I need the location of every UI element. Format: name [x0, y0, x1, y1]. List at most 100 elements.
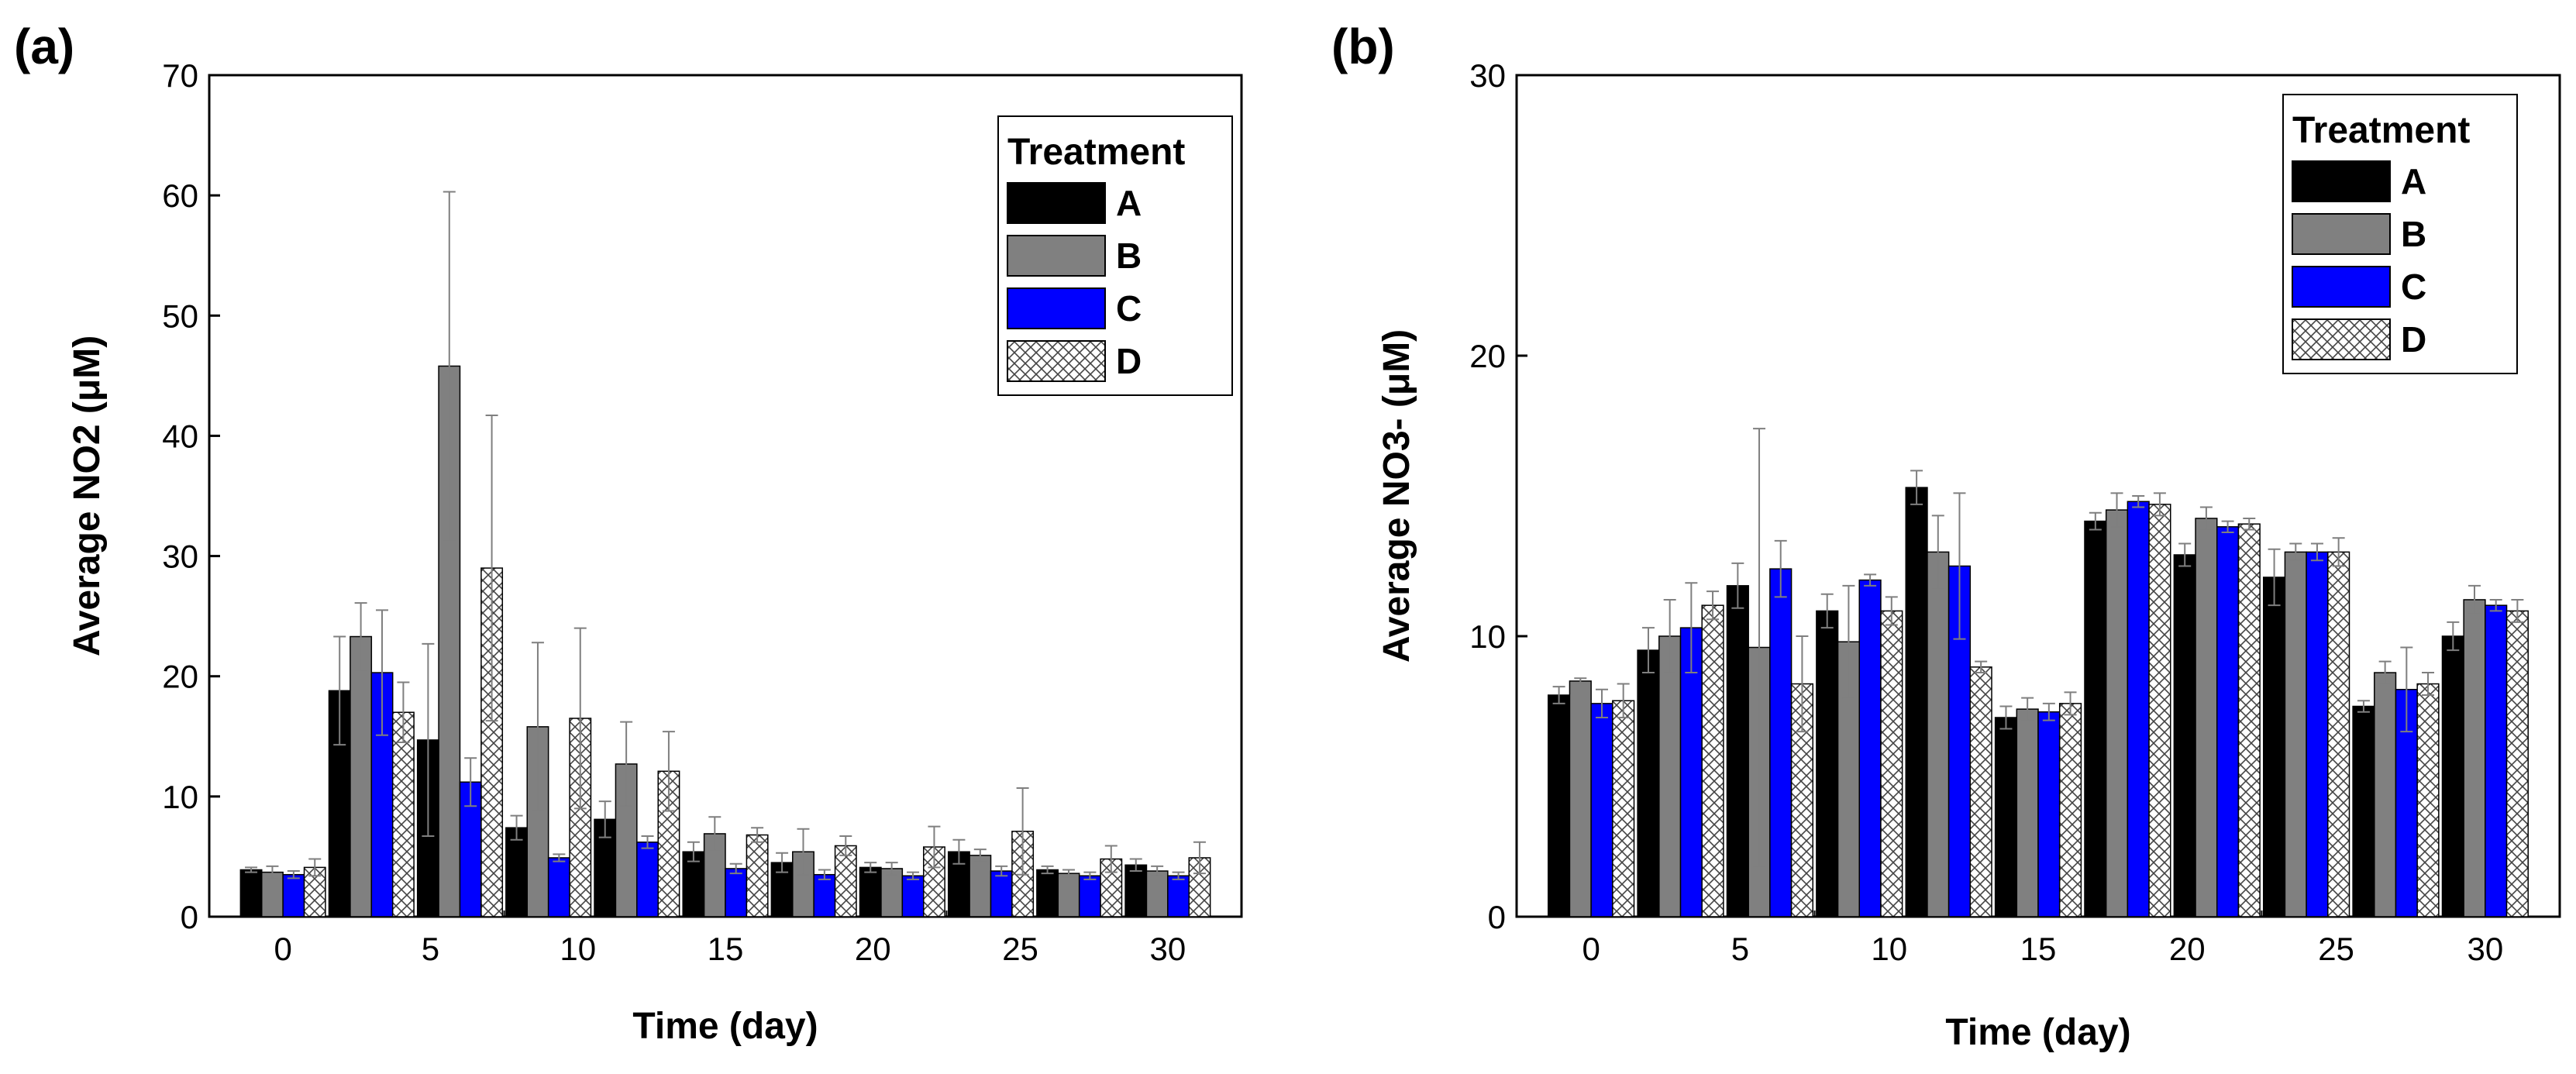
bar-b-B	[2284, 551, 2307, 917]
bar-b-D	[1880, 610, 1903, 917]
bar-b-D	[2148, 504, 2171, 917]
x-tick-label: 25	[2318, 931, 2354, 967]
bar-b-A	[2441, 635, 2464, 917]
bar-b-D	[2416, 683, 2440, 917]
legend-swatch-C	[2292, 266, 2391, 308]
chart-panel-a: (a) 0 10 20 30 40 50 60 70 0 5 10 15 20 25 30 Time (d…	[14, 19, 1243, 1047]
y-axis-b: 0 10 20 30	[1469, 57, 1527, 935]
y-tick-label: 10	[1469, 618, 1506, 655]
bar-a-A	[505, 827, 529, 917]
legend-swatch-B	[1007, 235, 1106, 277]
bar-b-C	[2485, 604, 2508, 917]
bar-b-B	[1569, 680, 1592, 917]
y-tick-label: 10	[162, 779, 198, 815]
legend-swatch-B	[2292, 213, 2391, 255]
bar-a-B	[350, 635, 373, 917]
x-axis-label-b: Time (day)	[1945, 1012, 2130, 1053]
legend-label-B: B	[1116, 236, 1142, 276]
legend-label-B: B	[2401, 214, 2426, 254]
x-tick-label: 5	[422, 931, 439, 967]
y-tick-label: 50	[162, 298, 198, 334]
bar-b-C	[2395, 689, 2418, 917]
x-axis-b: 0 5 10 15 20 25 30	[1582, 906, 2503, 967]
bars-b	[1548, 428, 2529, 917]
bar-a-A	[1124, 864, 1148, 917]
bar-a-D	[391, 711, 415, 917]
bar-a-A	[239, 869, 263, 917]
bar-b-B	[2105, 509, 2129, 917]
legend-swatch-A	[1007, 182, 1106, 224]
bar-a-B	[1057, 873, 1080, 917]
x-tick-label: 20	[855, 931, 891, 967]
bar-b-D	[2327, 551, 2350, 917]
legend-swatch-C	[1007, 287, 1106, 329]
x-tick-label: 25	[1002, 931, 1038, 967]
x-tick-label: 30	[2467, 931, 2503, 967]
bar-b-D	[1701, 604, 1724, 917]
bar-a-A	[859, 866, 882, 917]
y-tick-label: 0	[181, 899, 198, 935]
legend-label-D: D	[2401, 319, 2426, 360]
y-tick-label: 40	[162, 418, 198, 454]
x-tick-label: 0	[274, 931, 291, 967]
x-tick-label: 15	[2020, 931, 2057, 967]
legend-label-C: C	[1116, 288, 1142, 329]
bar-b-A	[1637, 649, 1660, 917]
legend-label-A: A	[2401, 161, 2426, 201]
bar-b-A	[2262, 577, 2286, 917]
bar-b-C	[2127, 501, 2150, 917]
bar-b-B	[2463, 599, 2486, 917]
legend-title-b: Treatment	[2292, 110, 2470, 151]
legend-title-a: Treatment	[1007, 132, 1185, 173]
y-tick-label: 30	[162, 539, 198, 575]
bar-b-A	[1905, 487, 1928, 917]
x-tick-label: 10	[1871, 931, 1907, 967]
bar-b-B	[1658, 635, 1682, 917]
bar-b-D	[1612, 700, 1635, 917]
x-tick-label: 20	[2169, 931, 2206, 967]
bar-b-A	[1548, 694, 1571, 917]
bar-a-B	[438, 365, 461, 917]
legend-swatch-D	[2292, 318, 2391, 360]
bar-b-B	[2016, 708, 2039, 917]
bar-b-B	[1927, 551, 1950, 917]
bar-b-C	[2216, 526, 2240, 917]
bar-b-D	[2505, 610, 2529, 917]
bar-b-A	[2352, 705, 2375, 917]
bar-a-B	[880, 868, 904, 917]
bar-a-A	[1036, 869, 1059, 917]
x-axis-label-a: Time (day)	[632, 1006, 818, 1047]
bar-b-A	[2084, 520, 2107, 917]
legend-swatch-D	[1007, 340, 1106, 382]
bar-b-D	[2237, 523, 2261, 917]
x-tick-label: 10	[560, 931, 596, 967]
bar-b-C	[1590, 703, 1613, 917]
bar-b-A	[1816, 610, 1839, 917]
bar-b-A	[2173, 554, 2196, 917]
bar-a-D	[834, 845, 857, 917]
y-axis-a: 0 10 20 30 40 50 60 70	[162, 57, 220, 935]
bar-a-C	[636, 842, 659, 917]
bar-a-C	[1167, 875, 1190, 917]
bar-b-B	[2374, 672, 2397, 917]
legend-label-C: C	[2401, 267, 2426, 307]
legend-label-D: D	[1116, 341, 1142, 381]
bar-a-C	[547, 857, 570, 917]
panel-a-label: (a)	[14, 19, 74, 74]
bar-b-A	[1726, 585, 1749, 917]
bar-b-C	[2306, 551, 2329, 917]
bar-a-B	[969, 855, 992, 917]
bar-a-B	[260, 871, 284, 917]
y-tick-label: 30	[1469, 57, 1506, 94]
bar-b-C	[1769, 568, 1793, 917]
legend-label-A: A	[1116, 183, 1142, 223]
y-tick-label: 60	[162, 177, 198, 214]
bar-b-D	[1969, 666, 1992, 917]
bar-b-D	[2058, 703, 2082, 917]
bar-b-C	[1858, 579, 1882, 917]
bar-b-B	[2195, 518, 2218, 917]
x-tick-label: 30	[1149, 931, 1186, 967]
